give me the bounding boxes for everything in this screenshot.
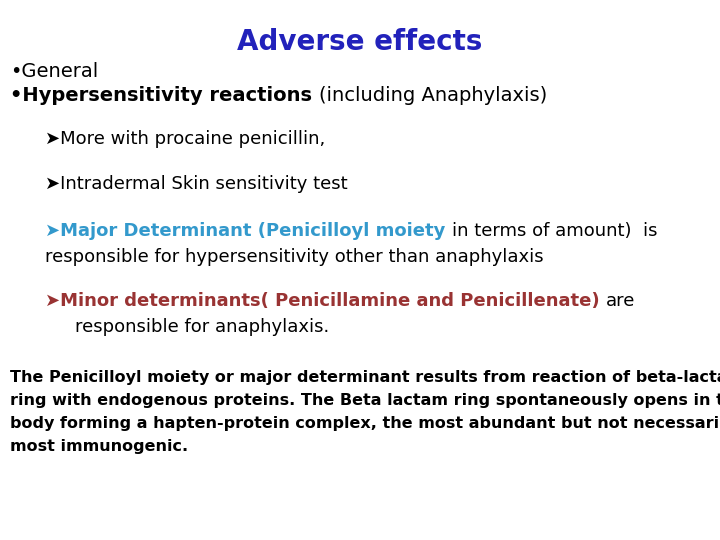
Text: are: are (606, 292, 635, 310)
Text: most immunogenic.: most immunogenic. (10, 439, 188, 454)
Text: ➤Major Determinant (Penicilloyl moiety: ➤Major Determinant (Penicilloyl moiety (45, 222, 451, 240)
Text: responsible for hypersensitivity other than anaphylaxis: responsible for hypersensitivity other t… (45, 248, 544, 266)
Text: ring with endogenous proteins. The Beta lactam ring spontaneously opens in the: ring with endogenous proteins. The Beta … (10, 393, 720, 408)
Text: body forming a hapten-protein complex, the most abundant but not necessarily: body forming a hapten-protein complex, t… (10, 416, 720, 431)
Text: •Hypersensitivity reactions: •Hypersensitivity reactions (10, 86, 319, 105)
Text: responsible for anaphylaxis.: responsible for anaphylaxis. (75, 318, 329, 336)
Text: (including Anaphylaxis): (including Anaphylaxis) (319, 86, 547, 105)
Text: Adverse effects: Adverse effects (238, 28, 482, 56)
Text: •General: •General (10, 62, 98, 81)
Text: ➤Minor determinants( Penicillamine and Penicillenate): ➤Minor determinants( Penicillamine and P… (45, 292, 606, 310)
Text: The Penicilloyl moiety or major determinant results from reaction of beta-lactam: The Penicilloyl moiety or major determin… (10, 370, 720, 385)
Text: in terms of amount)  is: in terms of amount) is (451, 222, 657, 240)
Text: ➤Intradermal Skin sensitivity test: ➤Intradermal Skin sensitivity test (45, 175, 348, 193)
Text: ➤More with procaine penicillin,: ➤More with procaine penicillin, (45, 130, 325, 148)
